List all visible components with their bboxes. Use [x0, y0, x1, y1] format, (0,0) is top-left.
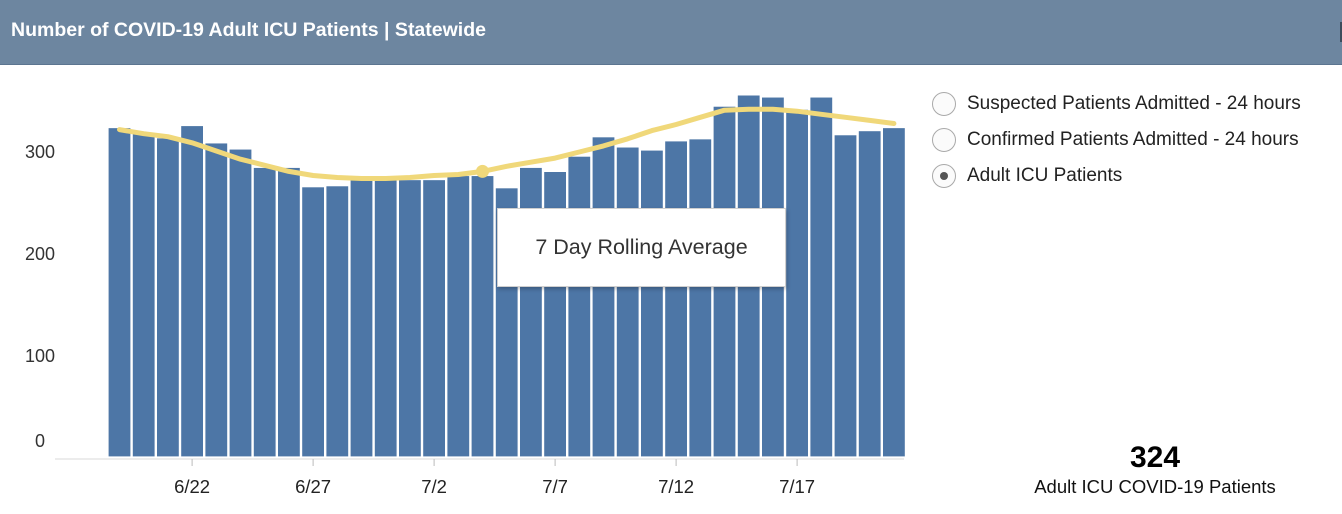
x-tick-label-6/27: 6/27	[295, 476, 331, 497]
bar-6/23[interactable]	[204, 142, 229, 458]
legend-item-confirmed[interactable]: Confirmed Patients Admitted - 24 hours	[932, 122, 1301, 158]
bar-7/21[interactable]	[881, 126, 907, 458]
bar-7/10[interactable]	[615, 146, 640, 458]
bar-7/2[interactable]	[422, 178, 447, 458]
bar-6/26[interactable]	[276, 166, 301, 458]
radio-confirmed[interactable]	[932, 128, 956, 152]
bar-7/8[interactable]	[567, 155, 592, 458]
latest-count-label: Adult ICU COVID-19 Patients	[1034, 476, 1276, 497]
bar-6/24[interactable]	[228, 148, 253, 458]
bar-6/20[interactable]	[131, 132, 156, 458]
header-edge-marker	[1340, 22, 1342, 42]
legend-item-adult-icu[interactable]: Adult ICU Patients	[932, 158, 1301, 194]
bar-6/22[interactable]	[180, 124, 205, 458]
bar-6/21[interactable]	[155, 137, 180, 458]
bar-6/28[interactable]	[325, 185, 350, 458]
bar-7/19[interactable]	[833, 134, 858, 458]
bar-7/4[interactable]	[470, 174, 495, 458]
rolling-average-series	[117, 106, 897, 181]
rolling-average-tooltip: 7 Day Rolling Average	[497, 208, 786, 287]
bar-6/29[interactable]	[349, 174, 374, 458]
radio-suspected[interactable]	[932, 92, 956, 116]
x-tick-label-6/22: 6/22	[174, 476, 210, 497]
latest-count-summary: 324 Adult ICU COVID-19 Patients	[1000, 440, 1310, 498]
legend-label-confirmed: Confirmed Patients Admitted - 24 hours	[967, 129, 1299, 150]
bar-6/27[interactable]	[301, 186, 326, 458]
x-tick-label-7/17: 7/17	[779, 476, 815, 497]
bar-7/18[interactable]	[809, 96, 834, 458]
bar-series	[107, 94, 907, 458]
bar-7/17[interactable]	[784, 108, 810, 458]
x-tick-label-7/7: 7/7	[542, 476, 568, 497]
x-tick-label-7/2: 7/2	[421, 476, 447, 497]
tooltip-text: 7 Day Rolling Average	[535, 235, 748, 259]
x-tick-label-7/12: 7/12	[658, 476, 694, 497]
bar-6/25[interactable]	[252, 166, 277, 458]
bar-6/30[interactable]	[373, 175, 398, 458]
bar-7/20[interactable]	[857, 129, 882, 458]
chart-header: Number of COVID-19 Adult ICU Patients | …	[0, 0, 1342, 65]
legend-label-adult-icu: Adult ICU Patients	[967, 165, 1123, 186]
y-tick-label-100: 100	[25, 346, 55, 366]
rolling-average-highlight-point[interactable]	[476, 164, 489, 178]
bar-7/3[interactable]	[446, 174, 471, 458]
rolling-average-line[interactable]	[117, 106, 897, 181]
y-tick-label-0: 0	[35, 431, 45, 451]
bar-7/12[interactable]	[663, 140, 689, 458]
bar-7/9[interactable]	[591, 136, 616, 458]
bar-7/1[interactable]	[397, 178, 422, 458]
legend-item-suspected[interactable]: Suspected Patients Admitted - 24 hours	[932, 86, 1301, 122]
chart-title: Number of COVID-19 Adult ICU Patients | …	[11, 19, 486, 41]
bar-7/13[interactable]	[688, 138, 713, 458]
metric-legend: Suspected Patients Admitted - 24 hours C…	[932, 86, 1301, 194]
y-tick-label-300: 300	[25, 142, 55, 162]
bar-6/19[interactable]	[107, 126, 132, 458]
y-tick-label-200: 200	[25, 244, 55, 264]
radio-adult-icu[interactable]	[932, 164, 956, 188]
bar-7/11[interactable]	[639, 149, 665, 458]
legend-label-suspected: Suspected Patients Admitted - 24 hours	[967, 93, 1301, 114]
latest-count-value: 324	[1129, 441, 1181, 474]
